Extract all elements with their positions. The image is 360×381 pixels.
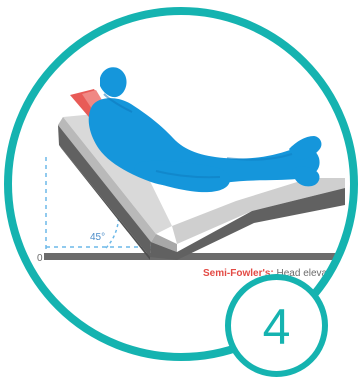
position-caption: Semi-Fowler's: Head elevated 30-45 degre… bbox=[203, 268, 360, 279]
zero-label: 0 bbox=[37, 253, 43, 264]
patient-silhouette-icon bbox=[88, 67, 322, 193]
step-badge: 4 bbox=[225, 274, 328, 377]
floor-strip bbox=[44, 253, 346, 260]
caption-lead: Semi-Fowler's: bbox=[203, 268, 274, 279]
angle-label: 45° bbox=[90, 232, 105, 243]
step-number: 4 bbox=[262, 298, 291, 355]
teal-frame-circle bbox=[4, 7, 358, 361]
hospital-bed-icon bbox=[58, 112, 345, 260]
caption-rest: Head elevated 30-45 degrees bbox=[277, 268, 360, 279]
